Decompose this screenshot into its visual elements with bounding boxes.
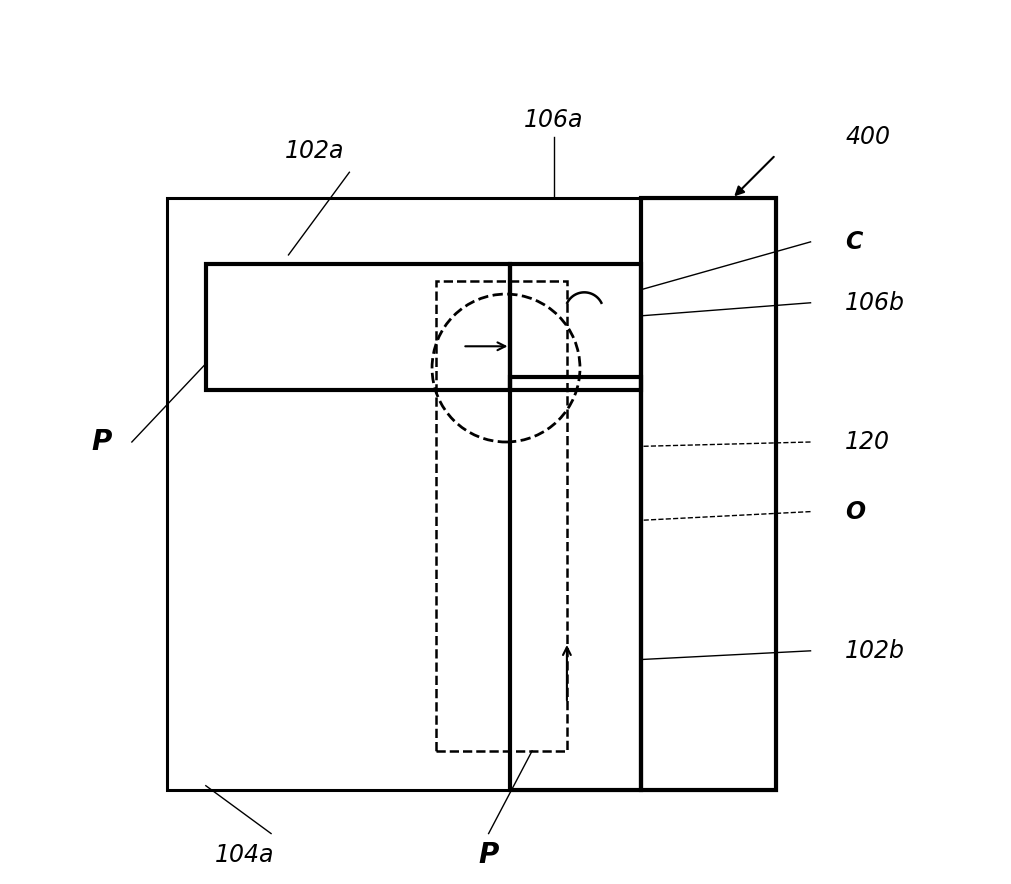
Text: 102b: 102b xyxy=(844,639,905,663)
Text: O: O xyxy=(844,499,864,523)
Bar xyxy=(510,263,640,390)
Text: 106b: 106b xyxy=(844,291,905,315)
Text: 106a: 106a xyxy=(524,108,583,132)
Text: P: P xyxy=(91,428,111,456)
Bar xyxy=(640,198,775,790)
Text: 120: 120 xyxy=(844,430,890,454)
Bar xyxy=(436,281,566,751)
Bar xyxy=(205,263,510,390)
Bar xyxy=(510,377,640,790)
Bar xyxy=(167,198,775,790)
Text: P: P xyxy=(478,842,498,869)
Text: 104a: 104a xyxy=(215,843,274,867)
Text: 102a: 102a xyxy=(284,139,344,163)
Text: 400: 400 xyxy=(844,126,890,149)
Text: C: C xyxy=(844,230,861,254)
